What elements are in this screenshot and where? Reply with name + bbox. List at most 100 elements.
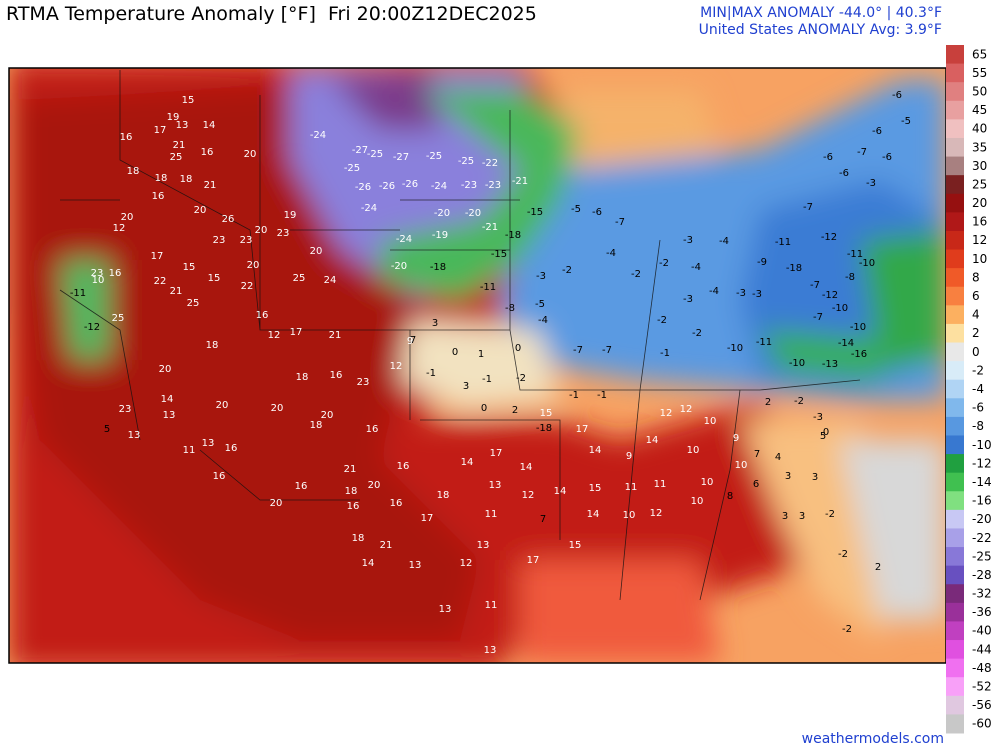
station-anomaly: -5 (535, 299, 545, 310)
station-anomaly: 21 (204, 180, 217, 191)
colorbar-swatch (946, 305, 964, 325)
colorbar-label: -40 (972, 624, 992, 638)
colorbar-label: 25 (972, 177, 987, 191)
station-anomaly: 17 (527, 555, 540, 566)
colorbar-label: 4 (972, 308, 980, 322)
station-anomaly: 25 (187, 298, 200, 309)
station-anomaly: 10 (623, 510, 636, 521)
station-anomaly: -25 (344, 163, 360, 174)
station-anomaly: -15 (527, 207, 543, 218)
station-anomaly: -10 (850, 322, 866, 333)
colorbar-label: -60 (972, 717, 992, 731)
station-anomaly: 10 (735, 460, 748, 471)
station-anomaly: 14 (589, 445, 602, 456)
station-anomaly: -3 (752, 289, 762, 300)
station-anomaly: 7 (540, 514, 546, 525)
station-anomaly: 18 (206, 340, 219, 351)
station-anomaly: -7 (810, 280, 820, 291)
station-anomaly: 23 (213, 235, 226, 246)
station-anomaly: 25 (293, 273, 306, 284)
colorbar-swatch (946, 212, 964, 232)
station-anomaly: 9 (407, 336, 413, 347)
station-anomaly: -13 (822, 359, 838, 370)
colorbar-swatch (946, 677, 964, 697)
colorbar-swatch (946, 416, 964, 436)
station-anomaly: -4 (691, 262, 701, 273)
colorbar-swatch (946, 398, 964, 418)
station-anomaly: 13 (176, 120, 189, 131)
station-anomaly: 21 (380, 540, 393, 551)
station-anomaly: 15 (183, 262, 196, 273)
station-anomaly: -25 (458, 156, 474, 167)
colorbar-swatch (946, 640, 964, 660)
station-anomaly: -25 (426, 151, 442, 162)
station-anomaly: 17 (290, 327, 303, 338)
station-anomaly: -2 (692, 328, 702, 339)
station-anomaly: -24 (396, 234, 412, 245)
colorbar-label: -6 (972, 401, 984, 415)
colorbar-swatch (946, 63, 964, 83)
station-anomaly: 7 (754, 449, 760, 460)
colorbar-swatch (946, 602, 964, 622)
average: United States ANOMALY Avg: 3.9°F (698, 22, 942, 38)
station-anomaly: -9 (757, 257, 767, 268)
station-anomaly: 22 (154, 276, 167, 287)
colorbar-swatch (946, 454, 964, 474)
station-anomaly: -11 (847, 249, 863, 260)
colorbar-swatch (946, 268, 964, 288)
colorbar-label: 30 (972, 159, 987, 173)
station-anomaly: -4 (606, 248, 616, 259)
colorbar-swatch (946, 658, 964, 678)
station-anomaly: 21 (344, 464, 357, 475)
colorbar-swatch (946, 193, 964, 213)
station-anomaly: 0 (481, 403, 487, 414)
colorbar-swatch (946, 695, 964, 715)
station-anomaly: 15 (208, 273, 221, 284)
station-anomaly: -3 (683, 294, 693, 305)
map-field (9, 68, 946, 663)
title: RTMA Temperature Anomaly [°F] Fri 20:00Z… (6, 3, 537, 25)
colorbar-label: -10 (972, 438, 992, 452)
station-anomaly: 18 (345, 486, 358, 497)
colorbar-label: -36 (972, 605, 992, 619)
station-anomaly: -11 (775, 237, 791, 248)
station-anomaly: 14 (203, 120, 216, 131)
station-anomaly: -22 (482, 158, 498, 169)
station-anomaly: 16 (201, 147, 214, 158)
station-anomaly: -4 (538, 315, 548, 326)
station-anomaly: -11 (480, 282, 496, 293)
station-anomaly: 16 (347, 501, 360, 512)
station-anomaly: 2 (875, 562, 881, 573)
station-anomaly: 23 (91, 268, 104, 279)
station-anomaly: -2 (562, 265, 572, 276)
station-anomaly: 13 (484, 645, 497, 656)
station-anomaly: 12 (650, 508, 663, 519)
station-anomaly: 13 (202, 438, 215, 449)
station-anomaly: -3 (813, 412, 823, 423)
colorbar-label: 35 (972, 140, 987, 154)
station-anomaly: 5 (104, 424, 110, 435)
station-anomaly: -12 (84, 322, 100, 333)
station-anomaly: 21 (329, 330, 342, 341)
colorbar-swatch (946, 175, 964, 195)
station-anomaly: -23 (485, 180, 501, 191)
station-anomaly: 11 (183, 445, 196, 456)
station-anomaly: 12 (113, 223, 126, 234)
colorbar-swatch (946, 230, 964, 251)
station-anomaly: 18 (180, 174, 193, 185)
colorbar-label: -4 (972, 382, 984, 396)
station-anomaly: -1 (569, 390, 579, 401)
station-anomaly: -18 (505, 230, 521, 241)
station-anomaly: 8 (727, 491, 733, 502)
colorbar-label: 8 (972, 270, 980, 284)
station-anomaly: -5 (901, 116, 911, 127)
station-anomaly: 18 (296, 372, 309, 383)
colorbar-label: 6 (972, 289, 980, 303)
colorbar-swatch (946, 100, 964, 120)
station-anomaly: -11 (70, 288, 86, 299)
station-anomaly: 12 (680, 404, 693, 415)
colorbar-label: -14 (972, 475, 992, 489)
station-anomaly: 20 (216, 400, 229, 411)
station-anomaly: 17 (490, 448, 503, 459)
